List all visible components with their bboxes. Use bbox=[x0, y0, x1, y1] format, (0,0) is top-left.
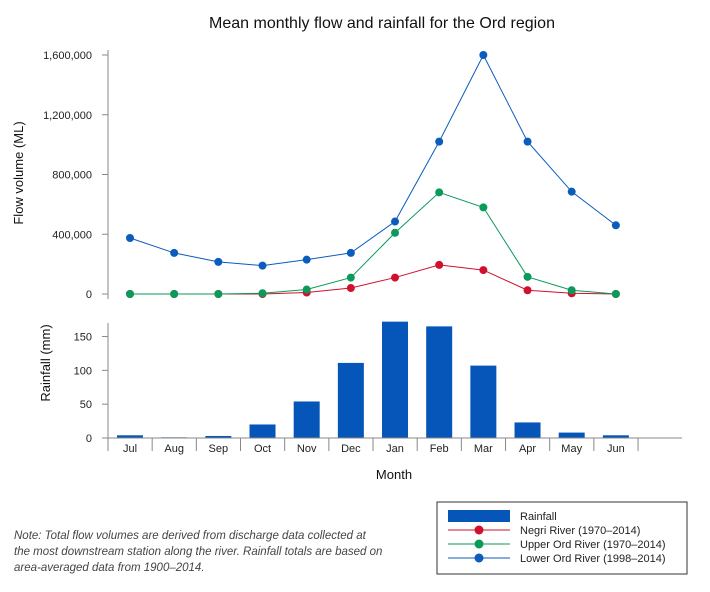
x-tick-label-apr: Apr bbox=[519, 443, 536, 455]
rainfall-bar-oct bbox=[249, 424, 276, 438]
rainfall-bar-nov bbox=[293, 401, 320, 438]
flow-point-sep bbox=[214, 257, 223, 266]
flow-point-apr bbox=[523, 286, 532, 295]
flow-point-nov bbox=[302, 255, 311, 264]
rainfall-y-ticks: 0 50 100 150 bbox=[74, 332, 108, 445]
x-tick-label-jan: Jan bbox=[386, 443, 404, 455]
x-tick-label-aug: Aug bbox=[164, 443, 184, 455]
rainfall-bar-mar bbox=[470, 365, 497, 438]
flow-series-1 bbox=[126, 188, 620, 298]
footnote: Note: Total flow volumes are derived fro… bbox=[14, 530, 383, 574]
rainfall-y-axis-label: Rainfall (mm) bbox=[38, 324, 53, 401]
flow-point-feb bbox=[435, 137, 444, 146]
legend: Rainfall Negri River (1970–2014) Upper Or… bbox=[436, 501, 688, 575]
flow-point-mar bbox=[479, 203, 488, 212]
rainfall-bar-apr bbox=[514, 422, 541, 438]
x-tick-label-may: May bbox=[561, 443, 582, 455]
rainfall-y-tick-label: 100 bbox=[74, 365, 92, 377]
flow-point-mar bbox=[479, 51, 488, 59]
flow-y-tick-label: 400,000 bbox=[52, 229, 92, 241]
flow-y-tick-label: 1,600,000 bbox=[43, 50, 92, 62]
rainfall-bars-group bbox=[117, 321, 629, 438]
x-tick-label-mar: Mar bbox=[474, 443, 493, 455]
flow-point-apr bbox=[523, 272, 532, 281]
flow-point-dec bbox=[346, 273, 355, 282]
rainfall-bar-feb bbox=[426, 326, 453, 438]
flow-point-jan bbox=[391, 217, 400, 226]
x-tick-label-jul: Jul bbox=[123, 443, 137, 455]
flow-point-jun bbox=[611, 290, 620, 298]
rainfall-panel: 0 50 100 150 Rainfall (mm) Jul Aug Sep Oct Nov D… bbox=[38, 321, 682, 482]
flow-point-jul bbox=[126, 233, 134, 242]
legend-label: Negri River (1970–2014) bbox=[520, 525, 640, 537]
flow-point-aug bbox=[170, 290, 179, 298]
legend-label: Lower Ord River (1998–2014) bbox=[520, 553, 666, 565]
rainfall-bar-may bbox=[558, 432, 585, 438]
flow-point-may bbox=[567, 286, 576, 295]
x-tick-label-sep: Sep bbox=[209, 443, 229, 455]
flow-y-tick-label: 0 bbox=[86, 289, 92, 301]
x-axis-label: Month bbox=[376, 467, 412, 482]
flow-point-oct bbox=[258, 289, 267, 298]
rainfall-bar-jan bbox=[382, 321, 409, 438]
legend-marker bbox=[474, 525, 484, 535]
flow-series-line bbox=[130, 191, 616, 295]
flow-series-group bbox=[126, 51, 620, 298]
rainfall-y-tick-label: 150 bbox=[74, 332, 92, 344]
flow-point-feb bbox=[435, 188, 444, 197]
legend-swatch-rainfall bbox=[448, 510, 510, 522]
flow-panel: 0 400,000 800,000 1,200,000 1,600,000 Flow v… bbox=[11, 50, 620, 301]
rainfall-y-tick-label: 0 bbox=[86, 433, 92, 445]
flow-point-mar bbox=[479, 266, 488, 275]
flow-point-jun bbox=[611, 221, 620, 230]
flow-point-dec bbox=[346, 284, 355, 293]
flow-series-2 bbox=[126, 51, 620, 270]
flow-point-oct bbox=[258, 261, 267, 270]
flow-point-aug bbox=[170, 248, 179, 257]
rainfall-bar-jul bbox=[117, 435, 143, 438]
flow-point-dec bbox=[346, 248, 355, 257]
legend-series-group: Negri River (1970–2014) Upper Ord River (… bbox=[448, 525, 666, 565]
flow-point-apr bbox=[523, 137, 532, 146]
legend-marker bbox=[474, 539, 484, 549]
flow-point-jan bbox=[391, 228, 400, 237]
x-tick-label-jun: Jun bbox=[607, 443, 625, 455]
flow-point-nov bbox=[302, 285, 311, 294]
flow-point-may bbox=[567, 187, 576, 196]
flow-series-line bbox=[129, 53, 617, 267]
chart-title: Mean monthly flow and rainfall for the O… bbox=[209, 15, 555, 32]
flow-y-axis-label: Flow volume (ML) bbox=[11, 121, 26, 224]
x-tick-label-nov: Nov bbox=[297, 443, 317, 455]
legend-label-rainfall: Rainfall bbox=[520, 511, 557, 523]
flow-y-tick-label: 1,200,000 bbox=[43, 110, 92, 122]
legend-marker bbox=[474, 553, 484, 563]
x-axis-ticks: Jul Aug Sep Oct Nov Dec Jan Feb Mar Apr May Jun bbox=[107, 438, 639, 455]
flow-point-jul bbox=[126, 290, 134, 298]
flow-y-tick-label: 800,000 bbox=[52, 170, 92, 182]
flow-series-line bbox=[130, 264, 616, 295]
flow-point-jan bbox=[391, 273, 400, 282]
rainfall-y-tick-label: 50 bbox=[80, 399, 92, 411]
flow-y-ticks: 0 400,000 800,000 1,200,000 1,600,000 bbox=[43, 50, 108, 301]
flow-point-feb bbox=[435, 260, 444, 269]
x-tick-label-oct: Oct bbox=[254, 443, 271, 455]
flow-point-sep bbox=[214, 290, 223, 298]
x-tick-label-dec: Dec bbox=[341, 443, 361, 455]
rainfall-bar-sep bbox=[205, 435, 232, 438]
flow-series-0 bbox=[126, 260, 620, 298]
rainfall-bar-jun bbox=[602, 435, 629, 438]
x-tick-label-feb: Feb bbox=[430, 443, 449, 455]
rainfall-bar-dec bbox=[337, 362, 364, 438]
legend-label: Upper Ord River (1970–2014) bbox=[520, 539, 666, 551]
